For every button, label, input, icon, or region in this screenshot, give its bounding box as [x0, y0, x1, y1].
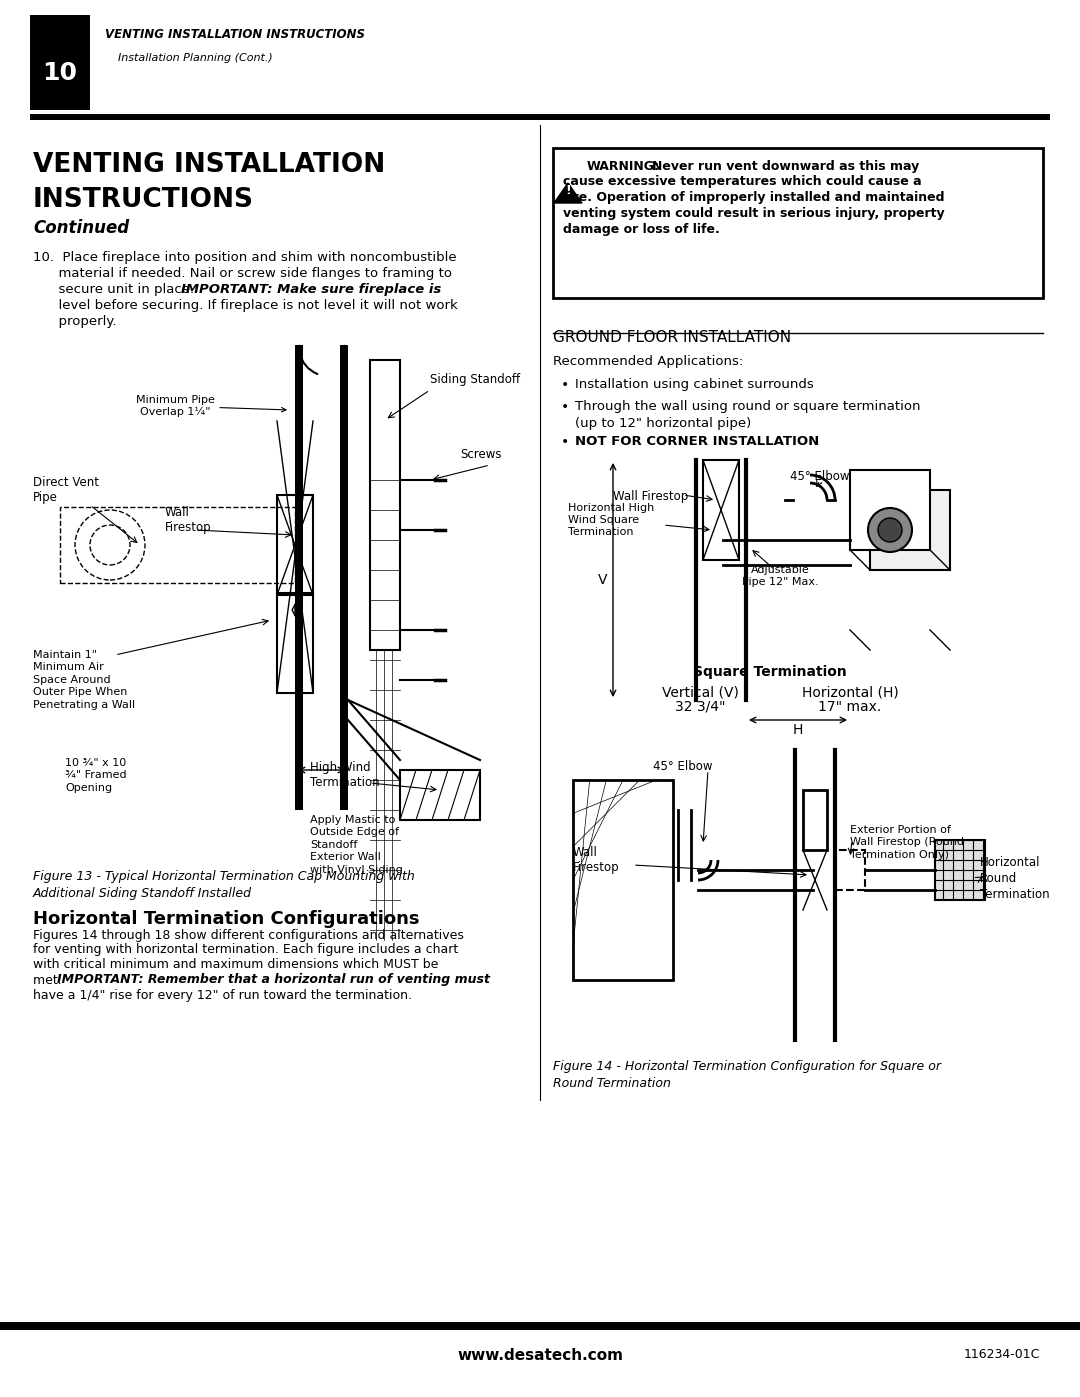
Bar — [400, 770, 480, 820]
Text: Horizontal Termination Configurations: Horizontal Termination Configurations — [33, 909, 419, 928]
Text: Horizontal (H): Horizontal (H) — [801, 685, 899, 698]
Text: for venting with horizontal termination. Each figure includes a chart: for venting with horizontal termination.… — [33, 943, 458, 957]
Text: NOT FOR CORNER INSTALLATION: NOT FOR CORNER INSTALLATION — [575, 434, 820, 448]
Bar — [340, 345, 348, 810]
Bar — [276, 592, 313, 693]
Bar — [804, 789, 827, 849]
Text: Installation using cabinet surrounds: Installation using cabinet surrounds — [575, 379, 813, 391]
Bar — [935, 840, 985, 900]
Text: VENTING INSTALLATION: VENTING INSTALLATION — [33, 152, 386, 177]
Text: !: ! — [565, 184, 571, 197]
Text: Wall Firestop: Wall Firestop — [613, 490, 688, 503]
Text: Figures 14 through 18 show different configurations and alternatives: Figures 14 through 18 show different con… — [33, 929, 464, 942]
Bar — [553, 148, 1043, 298]
Text: Apply Mastic to
Outside Edge of
Standoff
Exterior Wall
with Vinyl Siding: Apply Mastic to Outside Edge of Standoff… — [310, 814, 403, 875]
Text: 32 3/4": 32 3/4" — [675, 700, 726, 714]
Text: level before securing. If fireplace is not level it will not work: level before securing. If fireplace is n… — [33, 299, 458, 313]
Text: Figure 13 - Typical Horizontal Termination Cap Mounting with
Additional Siding S: Figure 13 - Typical Horizontal Terminati… — [33, 870, 415, 900]
Text: secure unit in place.: secure unit in place. — [33, 284, 199, 296]
Bar — [276, 495, 313, 595]
Text: Recommended Applications:: Recommended Applications: — [553, 355, 743, 367]
Text: 17" max.: 17" max. — [819, 700, 881, 714]
Text: Wall
Firestop: Wall Firestop — [165, 506, 212, 534]
Bar — [573, 780, 673, 981]
Bar — [30, 115, 1050, 120]
Text: Screws: Screws — [460, 448, 501, 461]
Text: 45° Elbow: 45° Elbow — [791, 469, 850, 483]
Text: V: V — [598, 573, 608, 587]
Text: Siding Standoff: Siding Standoff — [430, 373, 521, 387]
Bar — [703, 460, 739, 560]
Circle shape — [868, 509, 912, 552]
Text: Minimum Pipe
Overlap 1¼": Minimum Pipe Overlap 1¼" — [136, 395, 286, 416]
Text: Wall
Firestop: Wall Firestop — [573, 845, 620, 875]
Text: 45° Elbow: 45° Elbow — [653, 760, 713, 773]
Text: Horizontal High
Wind Square
Termination: Horizontal High Wind Square Termination — [568, 503, 654, 538]
Text: Square Termination: Square Termination — [693, 665, 847, 679]
Text: material if needed. Nail or screw side flanges to framing to: material if needed. Nail or screw side f… — [33, 267, 453, 281]
Text: cause excessive temperatures which could cause a: cause excessive temperatures which could… — [563, 175, 921, 189]
Text: properly.: properly. — [33, 316, 117, 328]
Polygon shape — [554, 183, 582, 203]
Text: fire. Operation of improperly installed and maintained: fire. Operation of improperly installed … — [563, 191, 945, 204]
Text: www.desatech.com: www.desatech.com — [457, 1348, 623, 1362]
Text: Maintain 1"
Minimum Air
Space Around
Outer Pipe When
Penetrating a Wall: Maintain 1" Minimum Air Space Around Out… — [33, 650, 135, 710]
Text: damage or loss of life.: damage or loss of life. — [563, 224, 719, 236]
Text: H: H — [793, 724, 804, 738]
Text: (up to 12" horizontal pipe): (up to 12" horizontal pipe) — [575, 416, 752, 430]
Text: •: • — [561, 400, 569, 414]
Text: VENTING INSTALLATION INSTRUCTIONS: VENTING INSTALLATION INSTRUCTIONS — [105, 28, 365, 42]
Text: 116234-01C: 116234-01C — [963, 1348, 1040, 1362]
Text: with critical minimum and maximum dimensions which MUST be: with critical minimum and maximum dimens… — [33, 958, 438, 971]
Text: Continued: Continued — [33, 219, 130, 237]
Text: met.: met. — [33, 974, 66, 986]
Text: IMPORTANT: Remember that a horizontal run of venting must: IMPORTANT: Remember that a horizontal ru… — [57, 974, 490, 986]
Text: High Wind
Termination: High Wind Termination — [310, 760, 380, 789]
Text: Adjustable
Pipe 12" Max.: Adjustable Pipe 12" Max. — [742, 564, 819, 587]
Text: Exterior Portion of
Wall Firestop (Round
Termination Only): Exterior Portion of Wall Firestop (Round… — [850, 826, 964, 859]
Bar — [0, 1322, 1080, 1330]
Text: Through the wall using round or square termination: Through the wall using round or square t… — [575, 400, 920, 414]
Bar — [295, 345, 303, 810]
Text: Vertical (V): Vertical (V) — [662, 685, 739, 698]
Bar — [835, 849, 865, 890]
Text: INSTRUCTIONS: INSTRUCTIONS — [33, 187, 254, 212]
Text: Installation Planning (Cont.): Installation Planning (Cont.) — [118, 53, 273, 63]
Text: •: • — [561, 379, 569, 393]
Text: WARNING:: WARNING: — [588, 161, 660, 173]
Text: 10.  Place fireplace into position and shim with noncombustible: 10. Place fireplace into position and sh… — [33, 251, 457, 264]
Text: •: • — [561, 434, 569, 448]
Text: IMPORTANT: Make sure fireplace is: IMPORTANT: Make sure fireplace is — [181, 284, 442, 296]
Circle shape — [878, 518, 902, 542]
Text: Horizontal
Round
Termination: Horizontal Round Termination — [980, 855, 1050, 901]
Bar — [370, 360, 400, 650]
Bar — [30, 15, 90, 110]
Text: Figure 14 - Horizontal Termination Configuration for Square or
Round Termination: Figure 14 - Horizontal Termination Confi… — [553, 1060, 941, 1090]
Text: have a 1/4" rise for every 12" of run toward the termination.: have a 1/4" rise for every 12" of run to… — [33, 989, 411, 1002]
Text: Direct Vent
Pipe: Direct Vent Pipe — [33, 476, 99, 504]
Text: Never run vent downward as this may: Never run vent downward as this may — [652, 161, 919, 173]
Text: 10 ¾" x 10
¾" Framed
Opening: 10 ¾" x 10 ¾" Framed Opening — [65, 759, 126, 793]
Bar — [850, 469, 930, 550]
Text: 10: 10 — [42, 61, 78, 85]
Text: venting system could result in serious injury, property: venting system could result in serious i… — [563, 207, 945, 219]
Bar — [870, 490, 950, 570]
Text: GROUND FLOOR INSTALLATION: GROUND FLOOR INSTALLATION — [553, 330, 792, 345]
